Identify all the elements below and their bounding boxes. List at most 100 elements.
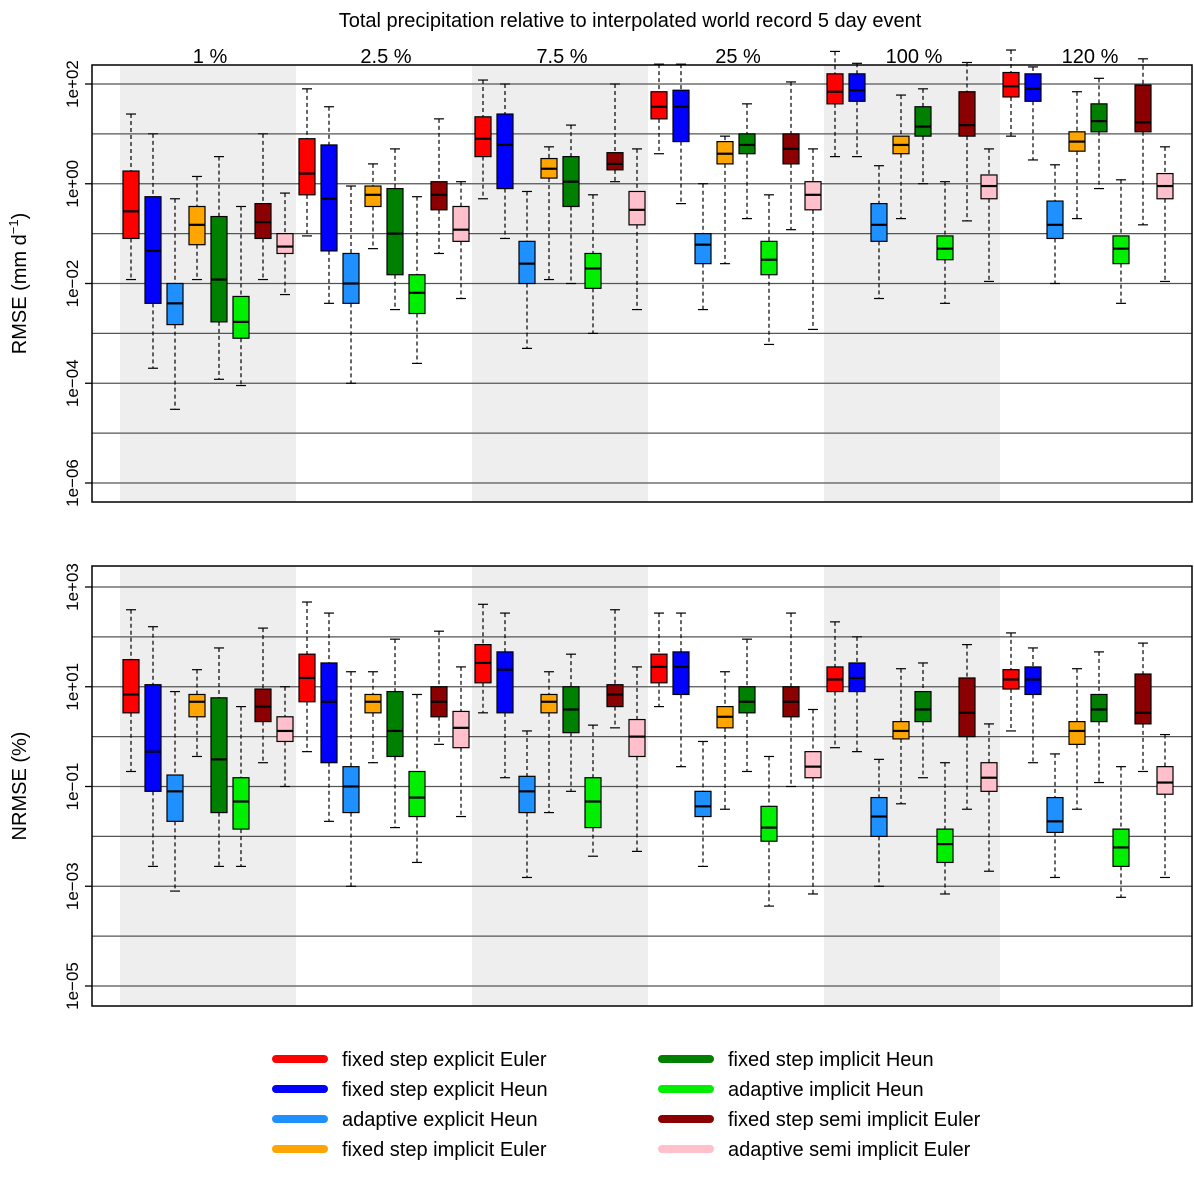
boxplot-fixed-step-explicit-Euler: [122, 609, 140, 773]
y-tick-label: 1e−03: [63, 862, 82, 910]
boxplot-fixed-step-semi-implicit-Euler: [1134, 642, 1152, 773]
box-iqr: [1112, 235, 1130, 265]
box-iqr: [628, 190, 646, 226]
y-tick-label: 1e+01: [63, 663, 82, 711]
box-iqr: [1068, 721, 1086, 745]
boxplot-adaptive-implicit-Heun: [1112, 766, 1130, 898]
box-iqr: [760, 240, 778, 276]
box-iqr: [738, 133, 756, 155]
box-iqr: [1002, 71, 1020, 98]
y-tick-label: 1e+03: [63, 563, 82, 611]
legend-label: fixed step implicit Heun: [728, 1049, 934, 1071]
boxplot-adaptive-implicit-Heun: [232, 705, 250, 868]
boxplot-fixed-step-explicit-Euler: [1002, 49, 1020, 137]
boxplot-fixed-step-implicit-Euler: [364, 671, 382, 764]
box-iqr: [298, 138, 316, 196]
box-iqr: [496, 113, 514, 190]
boxplot-adaptive-semi-implicit-Euler: [452, 181, 470, 300]
box-iqr: [496, 651, 514, 714]
boxplot-fixed-step-semi-implicit-Euler: [782, 612, 800, 788]
boxplot-adaptive-implicit-Heun: [584, 724, 602, 857]
box-iqr: [122, 170, 140, 240]
boxplot-fixed-step-semi-implicit-Euler: [1134, 58, 1152, 226]
box-iqr: [188, 693, 206, 718]
box-iqr: [738, 686, 756, 714]
boxplot-fixed-step-semi-implicit-Euler: [958, 644, 976, 810]
boxplot-adaptive-semi-implicit-Euler: [276, 686, 294, 788]
group-label: 1 %: [193, 46, 228, 68]
boxplot-fixed-step-implicit-Euler: [188, 669, 206, 758]
boxplot-adaptive-implicit-Heun: [936, 762, 954, 895]
boxplot-fixed-step-implicit-Euler: [540, 671, 558, 814]
boxplot-adaptive-explicit-Heun: [166, 690, 184, 892]
boxplot-fixed-step-implicit-Euler: [716, 135, 734, 265]
box-iqr: [540, 693, 558, 714]
boxplot-fixed-step-explicit-Heun: [496, 83, 514, 240]
y-tick-label: 1e−02: [63, 260, 82, 308]
box-iqr: [276, 716, 294, 743]
box-iqr: [914, 106, 932, 137]
box-iqr: [936, 828, 954, 864]
box-iqr: [408, 770, 426, 818]
boxplot-adaptive-explicit-Heun: [342, 671, 360, 887]
box-iqr: [452, 710, 470, 749]
boxplot-adaptive-semi-implicit-Euler: [628, 148, 646, 311]
box-iqr: [804, 751, 822, 779]
boxplot-adaptive-explicit-Heun: [518, 190, 536, 349]
boxplot-fixed-step-implicit-Euler: [716, 671, 734, 810]
boxplot-fixed-step-semi-implicit-Euler: [782, 81, 800, 231]
group-label: 120 %: [1062, 46, 1119, 68]
boxplot-adaptive-implicit-Heun: [760, 755, 778, 907]
boxplot-fixed-step-implicit-Heun: [562, 653, 580, 792]
boxplot-adaptive-explicit-Heun: [694, 183, 712, 311]
boxplot-fixed-step-explicit-Heun: [1024, 66, 1042, 161]
box-iqr: [826, 73, 844, 105]
boxplot-fixed-step-explicit-Euler: [826, 50, 844, 158]
box-iqr: [144, 684, 162, 792]
box-iqr: [760, 805, 778, 842]
boxplot-adaptive-semi-implicit-Euler: [276, 192, 294, 296]
box-iqr: [320, 662, 338, 764]
box-iqr: [386, 690, 404, 758]
boxplot-adaptive-semi-implicit-Euler: [1156, 733, 1174, 879]
group-label: 100 %: [886, 46, 943, 68]
boxplot-fixed-step-semi-implicit-Euler: [430, 630, 448, 745]
boxplot-adaptive-implicit-Heun: [936, 181, 954, 304]
boxplot-adaptive-explicit-Heun: [518, 730, 536, 879]
box-iqr: [166, 774, 184, 822]
box-iqr: [650, 653, 668, 684]
boxplot-fixed-step-implicit-Euler: [892, 94, 910, 220]
boxplot-fixed-step-semi-implicit-Euler: [606, 609, 624, 729]
boxplot-fixed-step-explicit-Heun: [144, 133, 162, 369]
boxplot-fixed-step-implicit-Heun: [210, 156, 228, 380]
boxplot-adaptive-semi-implicit-Euler: [1156, 146, 1174, 283]
boxplot-adaptive-semi-implicit-Euler: [980, 723, 998, 872]
box-iqr: [606, 152, 624, 171]
boxplot-fixed-step-explicit-Euler: [1002, 632, 1020, 732]
boxplot-adaptive-explicit-Heun: [342, 185, 360, 384]
boxplot-fixed-step-implicit-Euler: [188, 175, 206, 281]
box-iqr: [1024, 73, 1042, 102]
y-tick-label: 1e−01: [63, 763, 82, 811]
box-iqr: [210, 697, 228, 814]
boxplot-adaptive-explicit-Heun: [1046, 753, 1064, 879]
boxplot-adaptive-explicit-Heun: [870, 758, 888, 887]
boxplot-fixed-step-explicit-Heun: [144, 626, 162, 868]
nrmse-panel: 1e−05 1e−03 1e−01 1e+01 1e+03 NRMSE (%): [9, 563, 1193, 1010]
boxplot-fixed-step-explicit-Heun: [1024, 647, 1042, 764]
boxplot-adaptive-implicit-Heun: [408, 196, 426, 365]
boxplot-fixed-step-implicit-Heun: [914, 662, 932, 779]
box-iqr: [672, 89, 690, 143]
box-iqr: [694, 790, 712, 818]
boxplot-adaptive-implicit-Heun: [408, 693, 426, 864]
legend-label: fixed step semi implicit Euler: [728, 1109, 981, 1131]
legend-item: fixed step semi implicit Euler: [658, 1109, 981, 1131]
boxplot-adaptive-explicit-Heun: [166, 198, 184, 410]
boxplot-fixed-step-explicit-Heun: [496, 612, 514, 779]
boxplot-adaptive-implicit-Heun: [232, 205, 250, 387]
boxplot-fixed-step-implicit-Euler: [540, 146, 558, 281]
box-iqr: [342, 766, 360, 814]
boxplot-fixed-step-implicit-Euler: [892, 668, 910, 805]
box-iqr: [232, 295, 250, 339]
